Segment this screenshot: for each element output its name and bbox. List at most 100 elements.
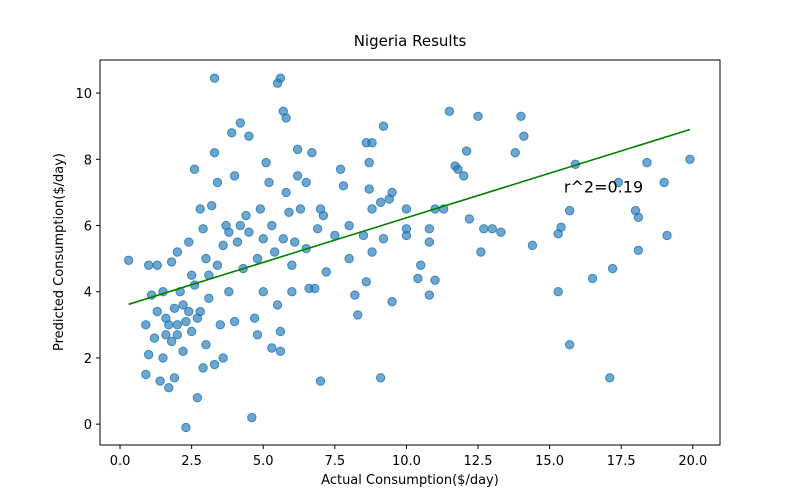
point — [659, 177, 669, 188]
point — [198, 224, 208, 234]
x-tick-label: 15.0 — [535, 454, 564, 469]
point — [201, 253, 211, 264]
point — [461, 146, 472, 156]
point — [172, 320, 183, 330]
point — [444, 106, 455, 117]
point — [527, 240, 538, 251]
point — [141, 369, 151, 380]
point — [290, 237, 300, 247]
point — [244, 131, 254, 141]
point — [241, 210, 251, 221]
point — [195, 306, 205, 317]
point — [232, 237, 243, 247]
point — [164, 320, 174, 330]
point — [364, 157, 374, 168]
point — [464, 214, 475, 224]
x-tick-label: 20.0 — [678, 454, 707, 469]
point — [166, 257, 177, 267]
point — [450, 161, 460, 171]
point — [378, 234, 389, 244]
point — [301, 177, 311, 188]
point — [350, 290, 360, 300]
y-tick-label: 4 — [84, 286, 92, 301]
point — [387, 296, 397, 307]
point — [375, 197, 386, 208]
point — [553, 229, 563, 239]
point — [172, 330, 183, 340]
point — [605, 373, 615, 383]
point — [424, 224, 435, 234]
point — [338, 181, 349, 191]
point — [204, 293, 214, 304]
y-tick-label: 2 — [84, 352, 92, 367]
point — [181, 316, 191, 327]
point — [315, 204, 326, 214]
point — [218, 240, 228, 251]
x-tick-label: 5.0 — [253, 454, 274, 469]
point — [553, 287, 563, 297]
point — [312, 224, 323, 234]
point — [152, 306, 162, 317]
point — [516, 111, 526, 121]
y-tick-label: 10 — [75, 87, 92, 102]
point — [172, 247, 183, 257]
point — [252, 330, 263, 340]
point — [367, 247, 377, 257]
point — [367, 138, 377, 148]
point — [430, 275, 440, 285]
point — [384, 194, 394, 204]
point — [166, 336, 177, 347]
point — [141, 320, 151, 330]
point — [401, 224, 412, 234]
point — [287, 260, 297, 270]
point — [264, 177, 274, 188]
point — [258, 234, 268, 244]
point — [192, 392, 203, 403]
point — [416, 260, 426, 270]
point — [229, 316, 240, 327]
point — [235, 220, 246, 231]
point — [284, 207, 294, 217]
fit-line — [128, 128, 691, 306]
point — [209, 147, 220, 158]
point — [473, 111, 483, 121]
point — [424, 237, 435, 247]
y-tick-label: 0 — [84, 418, 92, 433]
point — [224, 287, 234, 297]
point — [564, 339, 575, 350]
point — [295, 204, 306, 214]
point — [424, 290, 435, 300]
point — [247, 412, 257, 423]
point — [169, 373, 180, 383]
point — [209, 359, 220, 370]
point — [315, 376, 326, 386]
point — [255, 204, 266, 214]
point — [206, 200, 217, 211]
annotation: r^2=0.19 — [564, 177, 643, 196]
point — [189, 164, 200, 174]
x-tick-label: 2.5 — [181, 454, 202, 469]
y-tick-label: 6 — [84, 220, 92, 235]
point — [267, 220, 277, 231]
point — [607, 263, 618, 274]
point — [519, 131, 529, 141]
point — [143, 260, 154, 270]
point — [186, 270, 197, 280]
point — [149, 333, 160, 343]
point — [215, 320, 225, 330]
point — [278, 234, 288, 244]
point — [633, 212, 644, 222]
point — [458, 171, 469, 181]
point — [633, 245, 644, 256]
x-axis-label: Actual Consumption($/day) — [321, 473, 499, 488]
plot-frame — [99, 59, 721, 446]
point — [227, 128, 237, 138]
point — [178, 300, 188, 310]
point — [161, 330, 171, 340]
point — [487, 224, 498, 234]
point — [209, 73, 220, 83]
point — [178, 346, 188, 357]
point — [304, 283, 314, 294]
